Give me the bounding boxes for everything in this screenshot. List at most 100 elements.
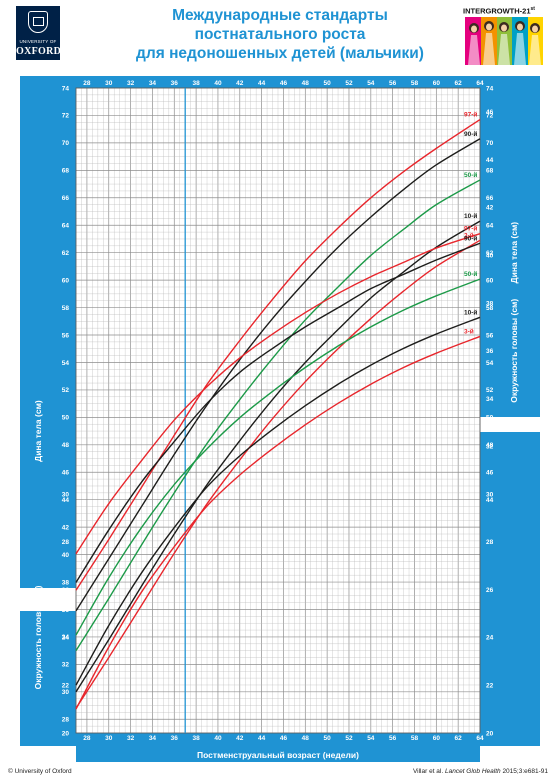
- x-tick-bottom: 52: [345, 735, 353, 742]
- x-tick-top: 50: [324, 80, 332, 87]
- length-series-1-line: [75, 138, 481, 612]
- x-tick-top: 56: [389, 80, 397, 87]
- x-tick-top: 60: [433, 80, 441, 87]
- length-tick-right: 52: [486, 387, 494, 394]
- x-tick-top: 28: [83, 80, 91, 87]
- head-series-2-line: [75, 278, 481, 636]
- length-series-label: 10-й: [464, 212, 477, 220]
- head-tick-right: 26: [486, 587, 494, 594]
- title-line-1: Международные стандарты: [172, 7, 388, 24]
- length-tick-left: 68: [62, 168, 70, 175]
- length-tick-right: 60: [486, 277, 494, 284]
- head-tick-left: 22: [62, 683, 70, 690]
- citation-journal: Lancet Glob Health: [444, 768, 501, 775]
- head-series-4-line: [75, 335, 481, 710]
- right-axis-band-head: [480, 432, 540, 746]
- length-tick-left: 30: [62, 689, 70, 696]
- length-tick-left: 66: [62, 195, 70, 202]
- head-tick-right: 28: [486, 539, 494, 546]
- head-tick-right: 38: [486, 300, 494, 307]
- chart-labels: 97-й90-й50-й10-й3-й97-й90-й50-й10-й3-й28…: [33, 80, 519, 760]
- x-tick-top: 54: [367, 80, 375, 87]
- head-tick-right: 46: [486, 109, 494, 116]
- x-tick-bottom: 60: [433, 735, 441, 742]
- citation-authors: Villar et al.: [412, 768, 445, 775]
- head-series-label: 10-й: [464, 308, 477, 316]
- x-tick-top: 58: [411, 80, 419, 87]
- length-tick-left: 60: [62, 277, 70, 284]
- logo-university-text: UNIVERSITY OF: [19, 39, 57, 44]
- length-tick-left: 48: [62, 442, 70, 449]
- length-tick-left: 58: [62, 305, 70, 312]
- x-tick-top: 36: [171, 80, 179, 87]
- length-left-title: Дина тела (см): [33, 400, 43, 462]
- length-tick-left: 72: [62, 113, 70, 120]
- x-tick-bottom: 44: [258, 735, 266, 742]
- x-tick-bottom: 64: [476, 735, 484, 742]
- x-tick-bottom: 42: [236, 735, 244, 742]
- head-tick-right: 42: [486, 205, 494, 212]
- footer-citation: Villar et al. Lancet Glob Health 2015;3:…: [413, 768, 548, 775]
- length-series-label: 50-й: [464, 171, 477, 179]
- length-tick-right: 50: [486, 415, 494, 422]
- head-tick-left: 20: [62, 730, 70, 737]
- length-tick-left: 38: [62, 579, 70, 586]
- length-tick-left: 36: [62, 607, 70, 614]
- plot-border: [75, 87, 481, 734]
- head-tick-right: 34: [486, 396, 494, 403]
- length-tick-right: 58: [486, 305, 494, 312]
- length-tick-left: 64: [62, 223, 70, 230]
- length-series-label: 3-й: [464, 231, 474, 239]
- bottom-axis-band: [76, 733, 480, 746]
- length-tick-right: 66: [486, 195, 494, 202]
- head-series-1-line: [75, 242, 481, 583]
- x-tick-top: 62: [455, 80, 463, 87]
- length-tick-left: 44: [62, 497, 70, 504]
- length-tick-right: 44: [486, 497, 494, 504]
- left-axis-band-head: [20, 611, 76, 746]
- oxford-crest-icon: [28, 11, 48, 33]
- length-tick-right: 62: [486, 250, 494, 257]
- x-tick-top: 38: [192, 80, 200, 87]
- length-tick-right: 54: [486, 360, 494, 367]
- length-tick-left: 32: [62, 662, 70, 669]
- length-tick-left: 42: [62, 524, 70, 531]
- top-axis-band: [76, 76, 480, 88]
- x-tick-bottom: 62: [455, 735, 463, 742]
- footer-copyright: © University of Oxford: [8, 768, 72, 775]
- x-tick-bottom: 58: [411, 735, 419, 742]
- head-tick-right: 32: [486, 444, 494, 451]
- head-tick-right: 22: [486, 683, 494, 690]
- x-tick-bottom: 46: [280, 735, 288, 742]
- x-tick-bottom: 40: [214, 735, 222, 742]
- logo-oxford-text: OXFORD: [16, 46, 62, 57]
- length-series-label: 90-й: [464, 130, 477, 138]
- head-series-label: 90-й: [464, 234, 477, 242]
- length-tick-right: 48: [486, 442, 494, 449]
- head-left-title: Окружность головы (см): [33, 585, 43, 689]
- chart-grid: [75, 87, 481, 734]
- x-tick-top: 30: [105, 80, 113, 87]
- citation-details: 2015;3:e681-91: [500, 768, 548, 775]
- length-tick-left: 34: [62, 634, 70, 641]
- x-tick-bottom: 36: [171, 735, 179, 742]
- brand-text: INTERGROWTH-21: [463, 6, 531, 16]
- head-tick-right: 30: [486, 491, 494, 498]
- page-title: Международные стандарты постнатального р…: [90, 6, 470, 63]
- length-series-3-line: [75, 220, 481, 693]
- head-series-0-line: [75, 233, 481, 555]
- length-tick-left: 74: [62, 85, 70, 92]
- length-series-0-line: [75, 118, 481, 591]
- x-tick-bottom: 48: [302, 735, 310, 742]
- length-tick-left: 40: [62, 552, 70, 559]
- x-tick-bottom: 54: [367, 735, 375, 742]
- right-axis-band-length: [480, 76, 540, 417]
- x-tick-top: 48: [302, 80, 310, 87]
- head-tick-right: 36: [486, 348, 494, 355]
- length-tick-left: 46: [62, 470, 70, 477]
- length-tick-right: 70: [486, 140, 494, 147]
- x-tick-top: 32: [127, 80, 135, 87]
- length-tick-left: 50: [62, 415, 70, 422]
